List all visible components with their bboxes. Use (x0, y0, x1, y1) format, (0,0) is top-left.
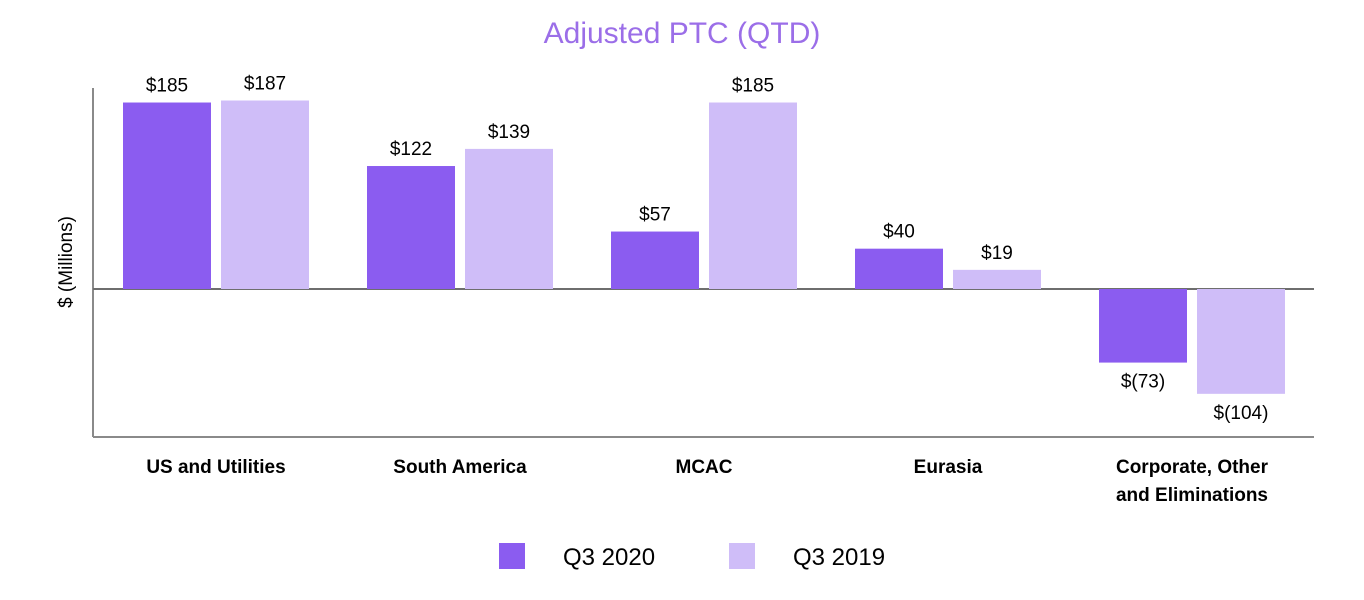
category-labels-group: US and Utilities South America MCAC Eurasia… (146, 457, 1268, 506)
bar-q3-2019-1 (465, 148, 553, 289)
data-label: $139 (488, 122, 530, 143)
data-label: $122 (390, 139, 432, 160)
data-label: $187 (244, 74, 286, 95)
data-label: $185 (146, 76, 188, 97)
category-label: MCAC (676, 457, 733, 478)
bar-q3-2019-2 (709, 102, 797, 289)
category-label: and Eliminations (1116, 485, 1268, 506)
bar-q3-2019-4 (1197, 289, 1285, 394)
bar-q3-2020-4 (1099, 289, 1187, 363)
y-axis-label: $ (Millions) (56, 216, 77, 308)
category-label: South America (393, 457, 527, 478)
data-label: $185 (732, 76, 774, 97)
legend-label: Q3 2019 (793, 544, 885, 571)
bar-q3-2020-0 (123, 102, 211, 289)
legend-label: Q3 2020 (563, 544, 655, 571)
bar-q3-2019-0 (221, 100, 309, 289)
bars-group: $185 $122 $57 $40 $(73) $187 $139 $185 $19 $(104) (123, 74, 1285, 424)
category-label: Corporate, Other (1116, 457, 1269, 478)
bar-q3-2020-1 (367, 166, 455, 289)
category-label: US and Utilities (146, 457, 285, 478)
legend-swatch-q3-2020 (499, 543, 525, 569)
data-label: $(73) (1121, 372, 1165, 393)
legend-swatch-q3-2019 (729, 543, 755, 569)
data-label: $(104) (1214, 403, 1269, 424)
legend: Q3 2020 Q3 2019 (499, 543, 885, 571)
data-label: $19 (981, 243, 1013, 264)
chart-title: Adjusted PTC (QTD) (544, 17, 821, 50)
bar-q3-2019-3 (953, 269, 1041, 289)
bar-q3-2020-3 (855, 248, 943, 289)
bar-q3-2020-2 (611, 231, 699, 289)
data-label: $40 (883, 222, 915, 243)
data-label: $57 (639, 205, 671, 226)
category-label: Eurasia (914, 457, 983, 478)
